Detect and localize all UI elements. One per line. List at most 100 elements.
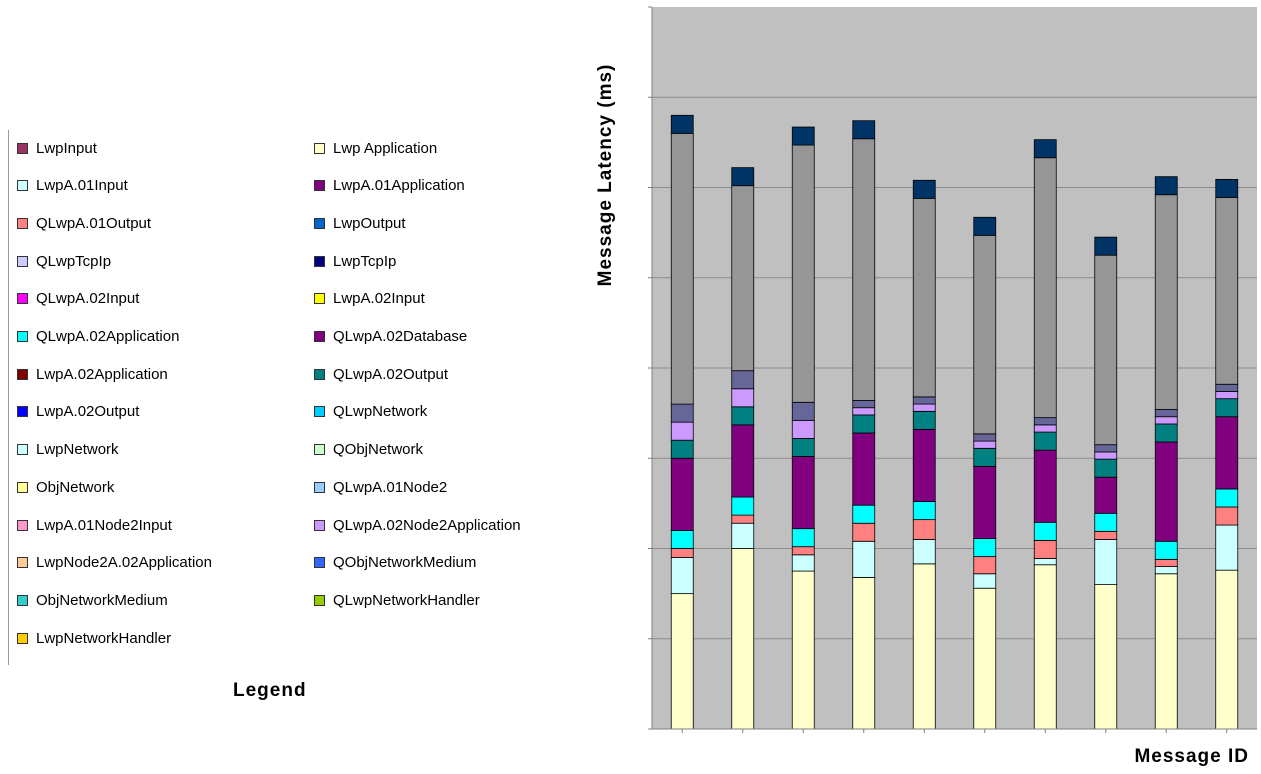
- legend-label: LwpNode2A.02Application: [36, 554, 212, 572]
- legend-swatch: [314, 368, 325, 380]
- legend-swatch: [314, 406, 325, 418]
- legend-label: QLwpA.02Application: [36, 328, 180, 345]
- bar-segment: [1154, 540, 1178, 560]
- legend-swatch: [314, 481, 325, 493]
- bar-segment: [1215, 416, 1239, 490]
- legend-label: LwpA.02Application: [36, 365, 168, 383]
- bar-segment: [1215, 569, 1239, 730]
- legend-swatch: [17, 293, 28, 305]
- legend-swatch: [17, 481, 28, 493]
- legend-label: QLwpA.01Output: [36, 214, 152, 232]
- legend-label: LwpInput: [36, 139, 97, 157]
- legend-label: QLwpNetwork: [333, 403, 428, 421]
- legend-item: LwpA.02Output: [17, 402, 139, 422]
- bar-segment: [973, 573, 997, 589]
- bar-segment: [670, 439, 694, 459]
- bar-segment: [1033, 139, 1057, 159]
- bar-segment: [1094, 451, 1118, 460]
- bar-segment: [852, 414, 876, 434]
- bar-segment: [1094, 254, 1118, 446]
- bar-segment: [1033, 424, 1057, 433]
- bar-segment: [852, 432, 876, 506]
- legend-swatch: [314, 180, 325, 192]
- legend-item: QObjNetwork: [314, 440, 423, 460]
- legend-item: QLwpA.02Node2Application: [314, 515, 521, 535]
- bar-segment: [912, 501, 936, 521]
- bar-segment: [731, 406, 755, 426]
- bar-segment: [1033, 449, 1057, 523]
- legend-label: QObjNetwork: [333, 441, 424, 459]
- legend-item: QObjNetworkMedium: [314, 553, 476, 573]
- legend-swatch: [314, 217, 325, 229]
- bar-segment: [1094, 512, 1118, 532]
- bar-segment: [670, 421, 694, 441]
- legend-swatch: [17, 444, 28, 456]
- legend-label: LwpA.01Input: [36, 177, 128, 195]
- bar-segment: [973, 465, 997, 539]
- legend-swatch: [17, 180, 28, 192]
- bar-segment: [670, 457, 694, 531]
- bar-segment: [731, 167, 755, 187]
- bar-segment: [791, 401, 815, 421]
- bar-segment: [1154, 409, 1178, 418]
- legend: LwpInput Lwp Application LwpA.01Input LwpA.…: [8, 130, 594, 665]
- bar-segment: [1154, 573, 1178, 730]
- bar-segment: [731, 424, 755, 498]
- bar-segment: [670, 557, 694, 595]
- bar-segment: [973, 433, 997, 442]
- legend-swatch: [314, 293, 325, 305]
- bar-segment: [1154, 416, 1178, 425]
- legend-swatch: [314, 255, 325, 267]
- legend-item: LwpInput: [17, 138, 97, 158]
- legend-swatch: [314, 557, 325, 569]
- legend-item: QLwpTcpIp: [17, 251, 111, 271]
- legend-swatch: [17, 142, 28, 154]
- bar-segment: [791, 437, 815, 457]
- bar-segment: [1094, 444, 1118, 453]
- legend-label: QLwpNetworkHandler: [333, 591, 480, 609]
- bar-segment: [791, 528, 815, 548]
- bar-segment: [791, 419, 815, 439]
- legend-item: LwpTcpIp: [314, 251, 396, 271]
- legend-swatch: [17, 331, 28, 342]
- legend-title: Legend: [233, 680, 307, 701]
- bar-segment: [912, 519, 936, 540]
- bar-segment: [912, 539, 936, 565]
- bar-segment: [852, 120, 876, 140]
- bar-segment: [852, 540, 876, 578]
- y-axis-label: Message Latency (ms): [595, 63, 616, 287]
- bar-segment: [670, 114, 694, 134]
- legend-item: QLwpA.02Database: [314, 327, 467, 347]
- legend-label: Lwp Application: [333, 139, 438, 157]
- bar-segment: [912, 403, 936, 412]
- bar-segment: [912, 410, 936, 430]
- bar-segment: [1154, 558, 1178, 567]
- legend-swatch: [17, 217, 28, 229]
- bar-segment: [912, 197, 936, 398]
- legend-item: LwpA.01Node2Input: [17, 515, 172, 535]
- bar-segment: [1033, 558, 1057, 566]
- legend-label: QLwpTcpIp: [36, 252, 112, 270]
- legend-label: LwpNetworkHandler: [36, 629, 172, 647]
- legend-swatch: [314, 331, 325, 342]
- bar-segment: [731, 514, 755, 524]
- bar-segment: [731, 496, 755, 516]
- legend-swatch: [17, 557, 28, 569]
- bar-segment: [1033, 417, 1057, 426]
- bar-segment: [852, 400, 876, 409]
- legend-item: Lwp Application: [314, 138, 437, 158]
- bar-segment: [1215, 178, 1239, 198]
- legend-item: LwpNetworkHandler: [17, 628, 171, 648]
- bar-segment: [731, 185, 755, 372]
- bar-segment: [791, 554, 815, 572]
- legend-item: QLwpA.02Application: [17, 327, 179, 347]
- bar-segment: [791, 144, 815, 403]
- bar-segment: [1033, 157, 1057, 419]
- legend-label: LwpA.02Input: [333, 290, 425, 308]
- bar-segment: [791, 456, 815, 530]
- bar-segment: [1215, 488, 1239, 508]
- bar-segment: [670, 132, 694, 405]
- bar-segment: [670, 593, 694, 730]
- bar-segment: [731, 522, 755, 549]
- bar-segment: [1094, 458, 1118, 478]
